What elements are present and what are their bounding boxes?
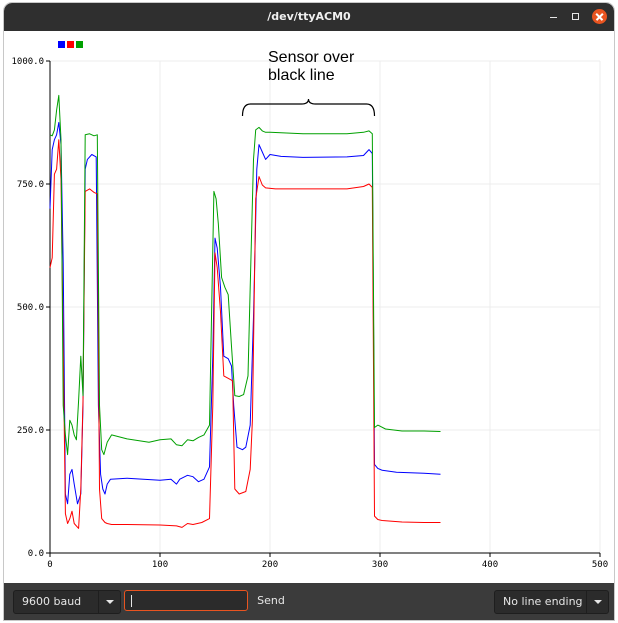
y-tick-label: 500.0 bbox=[17, 303, 44, 313]
grid-lines bbox=[49, 60, 601, 554]
annotation-text-line-2: black line bbox=[268, 67, 335, 84]
send-button[interactable]: Send bbox=[255, 591, 287, 611]
y-tick-label: 1000.0 bbox=[11, 57, 44, 67]
bottom-toolbar: 9600 baud Send No line ending bbox=[4, 583, 614, 620]
close-icon[interactable] bbox=[592, 9, 607, 24]
x-tick-label: 0 bbox=[47, 560, 52, 570]
line-ending-label: No line ending bbox=[503, 595, 583, 608]
legend-swatch-2 bbox=[67, 41, 74, 48]
x-tick-label: 200 bbox=[262, 560, 278, 570]
plot-area: 0 100 200 300 400 500 0.0 250.0 500.0 750.0 1000.0… bbox=[11, 41, 608, 570]
baud-rate-label: 9600 baud bbox=[22, 595, 82, 608]
legend-swatch-1 bbox=[58, 41, 65, 48]
y-tick-label: 250.0 bbox=[17, 426, 44, 436]
legend-swatch-3 bbox=[76, 41, 83, 48]
annotation-text-line-1: Sensor over bbox=[268, 49, 355, 66]
series-line-3 bbox=[49, 94, 441, 456]
series-line-2 bbox=[49, 139, 441, 529]
title-bar: /dev/ttyACM0 bbox=[4, 3, 614, 31]
x-tick-label: 100 bbox=[152, 560, 168, 570]
x-tick-label: 500 bbox=[592, 560, 608, 570]
serial-plotter-window: /dev/ttyACM0 0 100 200 300 400 500 0.0 250.0 500… bbox=[4, 3, 614, 620]
chevron-down-icon[interactable] bbox=[586, 591, 609, 613]
maximize-icon[interactable] bbox=[569, 10, 583, 24]
legend bbox=[58, 41, 83, 48]
annotation: Sensor over black line bbox=[241, 49, 376, 117]
y-tick-label: 750.0 bbox=[17, 180, 44, 190]
minimize-icon[interactable] bbox=[547, 10, 561, 24]
annotation-brace bbox=[241, 98, 376, 117]
x-tick-label: 300 bbox=[372, 560, 388, 570]
tick-labels: 0 100 200 300 400 500 0.0 250.0 500.0 750.0 1000.0 bbox=[11, 57, 608, 570]
line-ending-select[interactable]: No line ending bbox=[494, 590, 609, 614]
axes bbox=[46, 60, 601, 557]
baud-rate-select[interactable]: 9600 baud bbox=[13, 590, 121, 614]
series-line-1 bbox=[49, 122, 441, 505]
series-lines bbox=[49, 94, 441, 529]
y-tick-label: 0.0 bbox=[28, 549, 44, 559]
text-cursor bbox=[131, 595, 132, 607]
chevron-down-icon[interactable] bbox=[98, 591, 121, 613]
window-title: /dev/ttyACM0 bbox=[267, 10, 351, 23]
send-input[interactable] bbox=[124, 590, 248, 611]
x-tick-label: 400 bbox=[482, 560, 498, 570]
